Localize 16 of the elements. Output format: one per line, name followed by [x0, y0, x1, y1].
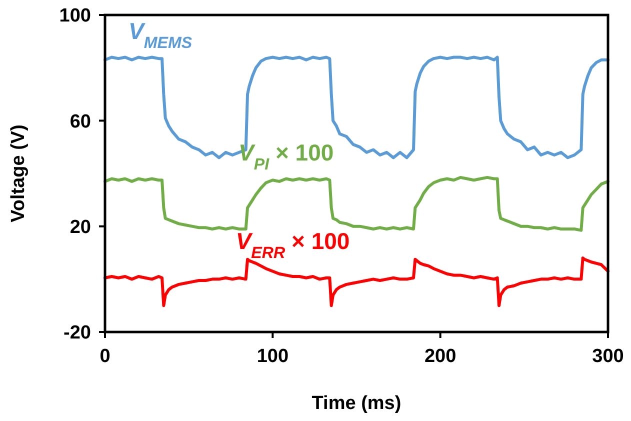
- line-series: [104, 56, 610, 160]
- y-tick-label: 60: [70, 111, 91, 132]
- series-label: V$_{PI}$ × 100: [238, 139, 334, 174]
- x-tick-label: 0: [100, 346, 110, 367]
- line-series: [104, 256, 610, 308]
- line-series: [104, 176, 610, 232]
- x-tick-label: 100: [256, 346, 289, 367]
- x-axis-title: Time (ms): [312, 393, 402, 414]
- y-tick-label: 20: [70, 216, 91, 238]
- series-label: V$_{MEMS}$: [128, 18, 192, 52]
- x-tick-label: 200: [424, 346, 456, 367]
- y-tick-label: 100: [59, 6, 91, 27]
- y-axis-title: Voltage (V): [8, 124, 29, 222]
- x-tick-label: 300: [592, 346, 624, 367]
- y-tick-label: -20: [64, 322, 91, 344]
- series-label: V$_{ERR}$ × 100: [236, 228, 350, 262]
